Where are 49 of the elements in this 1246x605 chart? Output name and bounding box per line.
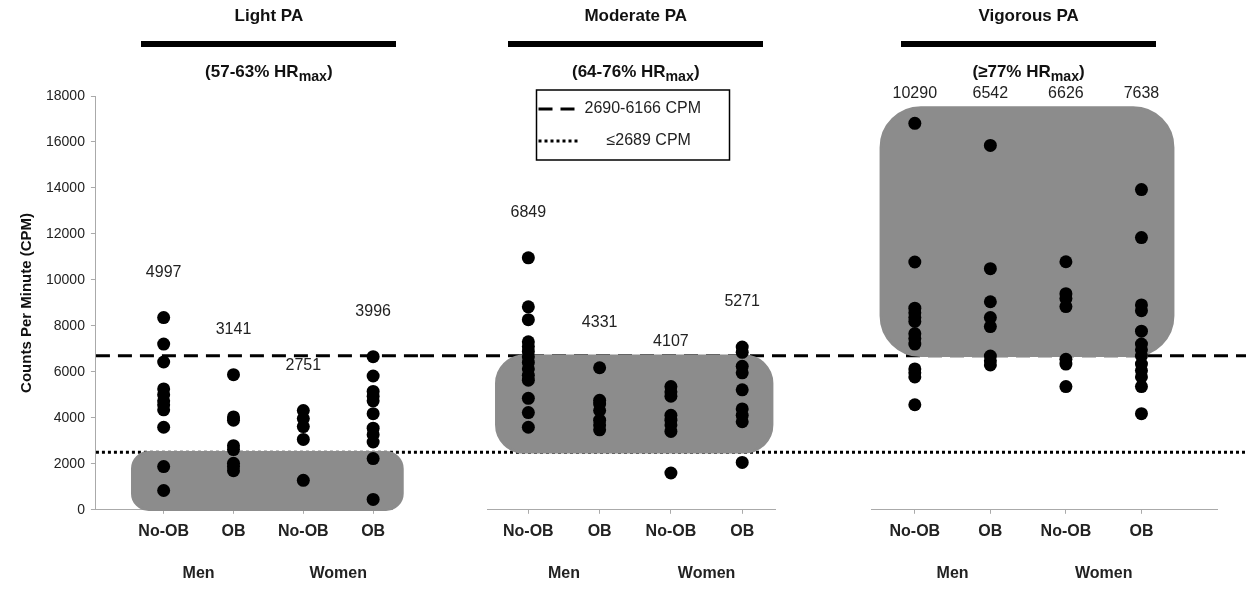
annotation: 7638: [1123, 84, 1160, 102]
legend-label: 2690-6166 CPM: [584, 99, 702, 117]
y-axis-title: Counts Per Minute (CPM): [17, 212, 35, 393]
x-tick-label: No-OB: [645, 521, 697, 539]
annotation: 6542: [972, 84, 1009, 102]
text: Men: [936, 564, 969, 582]
text: Men: [547, 564, 580, 582]
chart-subtitle: (57-63% HR$_{max}$): [204, 62, 334, 85]
chart-subtitle: (64-76% HR$_{max}$): [571, 62, 701, 85]
text: Women: [309, 564, 367, 582]
y-tick-label: 12000: [45, 224, 86, 241]
chart-title: Vigorous PA: [977, 6, 1080, 26]
x-tick-label: OB: [587, 521, 612, 539]
x-tick-label: No-OB: [503, 521, 554, 539]
x-tick-label: No-OB: [889, 521, 941, 539]
x-tick-label: OB: [361, 521, 386, 539]
annotation: 6626: [1048, 84, 1084, 102]
x-tick-label: OB: [1129, 521, 1154, 539]
annotation: 2751: [285, 355, 322, 373]
x-tick-label: OB: [730, 521, 755, 539]
x-tick-label: No-OB: [1040, 521, 1092, 539]
x-tick-label: OB: [978, 521, 1003, 539]
annotation: 3996: [355, 302, 392, 320]
chart-title: Light PA: [233, 6, 305, 26]
x-tick-label: OB: [221, 521, 246, 539]
y-tick-label: 6000: [53, 362, 86, 379]
chart-subtitle: (≥77% HR$_{max}$): [971, 62, 1086, 85]
text: Men: [182, 564, 215, 582]
annotation: 4107: [653, 331, 689, 349]
legend-label: ≤2689 CPM: [606, 131, 691, 149]
x-tick-label: No-OB: [277, 521, 329, 539]
y-tick-label: 2000: [53, 454, 86, 471]
y-tick-label: 14000: [45, 178, 86, 195]
annotation: 4331: [581, 313, 618, 331]
text: Women: [677, 564, 736, 582]
y-tick-label: 4000: [53, 408, 86, 425]
annotation: 4997: [145, 263, 182, 281]
annotation: 10290: [892, 84, 938, 102]
y-tick-label: 8000: [53, 316, 86, 333]
y-tick-label: 16000: [45, 132, 86, 149]
annotation: 6849: [510, 203, 547, 221]
annotation: 5271: [724, 292, 761, 310]
y-tick-label: 18000: [45, 86, 86, 103]
text: Women: [1074, 564, 1133, 582]
y-tick-label: 10000: [45, 270, 86, 287]
y-tick-label: 0: [77, 500, 86, 517]
chart-title: Moderate PA: [583, 6, 689, 26]
annotation: 3141: [215, 320, 252, 338]
x-tick-label: No-OB: [138, 521, 189, 539]
